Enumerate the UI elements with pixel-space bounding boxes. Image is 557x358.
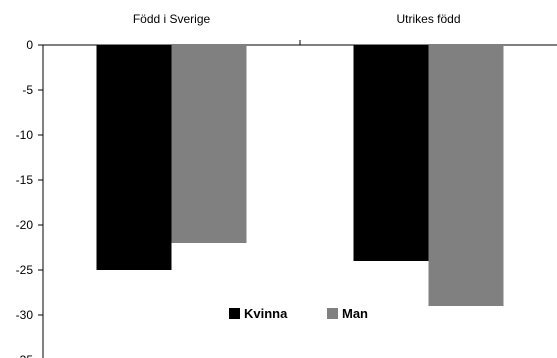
- y-tick-label: -5: [22, 83, 33, 97]
- y-tick-label: -10: [16, 128, 34, 142]
- y-tick-label: -35: [16, 353, 34, 358]
- category-label: Utrikes född: [396, 12, 460, 26]
- bars: [96, 45, 504, 306]
- category-label: Född i Sverige: [133, 12, 211, 26]
- y-tick-label: -25: [16, 263, 34, 277]
- y-axis: 0 -5 -10 -15 -20 -25 -30 -35: [16, 38, 44, 358]
- legend-label: Man: [342, 306, 368, 321]
- category-labels: Född i Sverige Utrikes född: [133, 12, 461, 26]
- legend-swatch: [327, 308, 338, 319]
- legend-label: Kvinna: [244, 306, 288, 321]
- bar-man: [171, 45, 247, 243]
- legend-swatch: [229, 308, 240, 319]
- legend: Kvinna Man: [229, 306, 368, 321]
- y-tick-label: 0: [26, 38, 33, 52]
- x-axis: [43, 40, 557, 46]
- bar-kvinna: [353, 45, 429, 261]
- y-tick-label: -20: [16, 218, 34, 232]
- y-tick-label: -15: [16, 173, 34, 187]
- bar-man: [428, 45, 504, 306]
- y-tick-label: -30: [16, 308, 34, 322]
- bar-kvinna: [96, 45, 172, 270]
